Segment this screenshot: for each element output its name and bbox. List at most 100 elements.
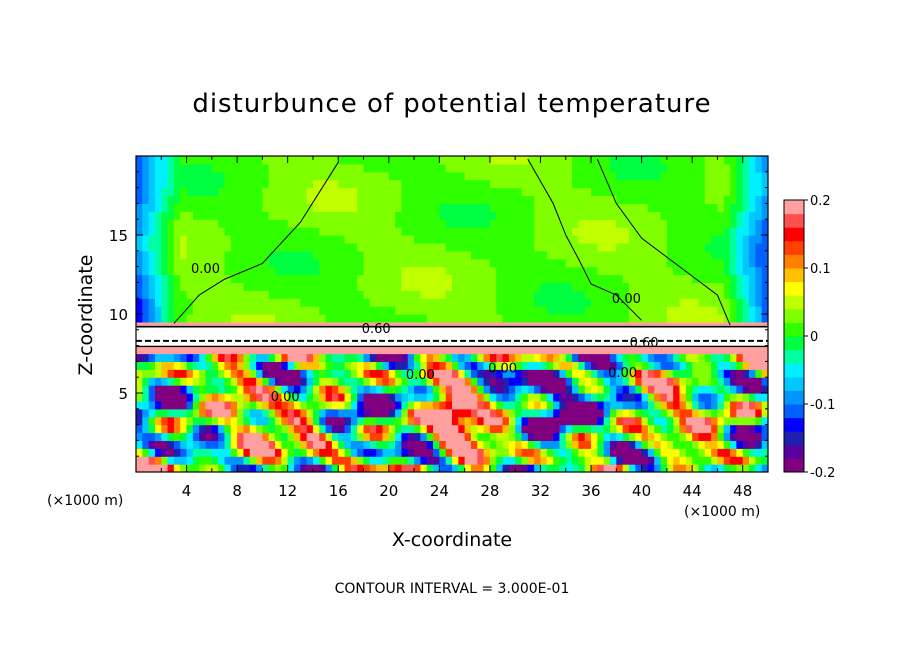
heatmap-cell — [439, 361, 446, 370]
heatmap-cell — [231, 243, 238, 252]
heatmap-cell — [389, 275, 396, 284]
heatmap-cell — [755, 180, 762, 189]
heatmap-cell — [307, 235, 314, 244]
heatmap-cell — [686, 298, 693, 307]
heatmap-cell — [237, 290, 244, 299]
heatmap-cell — [288, 440, 295, 449]
heatmap-cell — [357, 354, 364, 363]
heatmap-cell — [206, 219, 213, 228]
heatmap-cell — [187, 417, 194, 426]
heatmap-cell — [294, 456, 301, 465]
heatmap-cell — [370, 219, 377, 228]
heatmap-cell — [477, 306, 484, 315]
heatmap-cell — [528, 259, 535, 268]
heatmap-cell — [414, 180, 421, 189]
heatmap-cell — [572, 172, 579, 181]
heatmap-cell — [414, 235, 421, 244]
heatmap-cell — [427, 464, 434, 473]
heatmap-cell — [755, 156, 762, 165]
heatmap-cell — [168, 203, 175, 212]
heatmap-cell — [439, 156, 446, 165]
heatmap-cell — [515, 172, 522, 181]
heatmap-cell — [642, 164, 649, 173]
heatmap-cell — [591, 203, 598, 212]
heatmap-cell — [730, 377, 737, 386]
heatmap-cell — [515, 456, 522, 465]
heatmap-cell — [749, 275, 756, 284]
heatmap-cell — [667, 227, 674, 236]
heatmap-cell — [717, 243, 724, 252]
heatmap-cell — [218, 314, 225, 323]
heatmap-cell — [515, 425, 522, 434]
heatmap-cell — [136, 361, 143, 370]
heatmap-cell — [218, 251, 225, 259]
heatmap-cell — [755, 196, 762, 205]
heatmap-cell — [566, 211, 573, 220]
heatmap-cell — [629, 393, 636, 402]
heatmap-cell — [174, 164, 181, 173]
heatmap-cell — [408, 188, 415, 197]
heatmap-cell — [224, 361, 231, 370]
heatmap-cell — [654, 235, 661, 244]
heatmap-cell — [351, 164, 358, 173]
heatmap-cell — [307, 385, 314, 394]
heatmap-cell — [559, 440, 566, 449]
heatmap-cell — [597, 259, 604, 268]
heatmap-cell — [623, 251, 630, 259]
heatmap-cell — [212, 401, 219, 410]
heatmap-cell — [307, 440, 314, 449]
heatmap-cell — [161, 290, 168, 299]
heatmap-cell — [667, 235, 674, 244]
heatmap-cell — [673, 243, 680, 252]
heatmap-cell — [471, 172, 478, 181]
heatmap-cell — [433, 425, 440, 434]
heatmap-cell — [686, 219, 693, 228]
heatmap-cell — [629, 425, 636, 434]
heatmap-cell — [338, 275, 345, 284]
heatmap-cell — [212, 290, 219, 299]
heatmap-cell — [243, 393, 250, 402]
heatmap-cell — [604, 314, 611, 323]
heatmap-cell — [572, 211, 579, 220]
heatmap-cell — [743, 235, 750, 244]
heatmap-cell — [711, 243, 718, 252]
heatmap-cell — [515, 290, 522, 299]
heatmap-cell — [465, 156, 472, 165]
heatmap-cell — [364, 369, 371, 378]
heatmap-cell — [686, 227, 693, 236]
heatmap-cell — [465, 456, 472, 465]
heatmap-cell — [528, 377, 535, 386]
heatmap-cell — [680, 401, 687, 410]
heatmap-cell — [465, 282, 472, 291]
heatmap-cell — [717, 456, 724, 465]
heatmap-cell — [351, 219, 358, 228]
heatmap-cell — [604, 227, 611, 236]
heatmap-cell — [187, 433, 194, 442]
heatmap-cell — [635, 235, 642, 244]
heatmap-cell — [269, 196, 276, 205]
heatmap-cell — [395, 282, 402, 291]
heatmap-cell — [420, 433, 427, 442]
heatmap-cell — [345, 306, 352, 315]
heatmap-cell — [319, 156, 326, 165]
heatmap-cell — [206, 196, 213, 205]
heatmap-cell — [364, 235, 371, 244]
heatmap-cell — [724, 219, 731, 228]
heatmap-cell — [351, 235, 358, 244]
heatmap-cell — [591, 243, 598, 252]
heatmap-cell — [490, 180, 497, 189]
heatmap-cell — [522, 219, 529, 228]
heatmap-cell — [616, 433, 623, 442]
heatmap-cell — [401, 393, 408, 402]
heatmap-cell — [724, 275, 731, 284]
heatmap-cell — [730, 393, 737, 402]
heatmap-cell — [364, 188, 371, 197]
heatmap-cell — [288, 251, 295, 259]
heatmap-cell — [136, 290, 143, 299]
heatmap-cell — [281, 211, 288, 220]
heatmap-cell — [680, 219, 687, 228]
heatmap-cell — [326, 211, 333, 220]
heatmap-cell — [288, 156, 295, 165]
heatmap-cell — [180, 385, 187, 394]
heatmap-cell — [534, 425, 541, 434]
